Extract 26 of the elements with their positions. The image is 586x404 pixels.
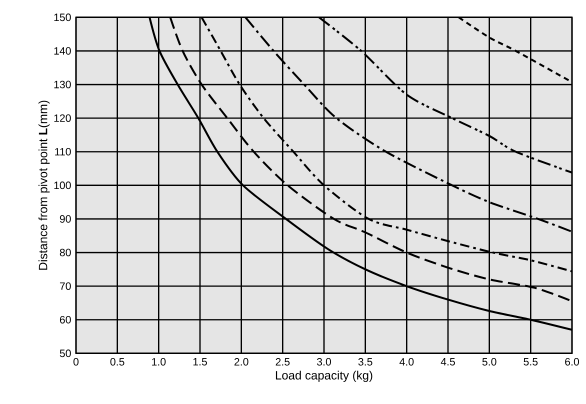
y-tick-label: 140 — [54, 47, 71, 55]
x-tick-label: 4.5 — [440, 358, 455, 366]
x-tick-label: 5.0 — [482, 358, 496, 366]
y-tick-label: 80 — [60, 248, 71, 256]
x-tick-label: 3.0 — [316, 358, 331, 366]
x-tick-label: 4.0 — [400, 358, 414, 366]
x-tick-label: 1.0 — [152, 358, 166, 366]
x-tick-label: 0 — [73, 358, 79, 366]
y-tick-label: 90 — [60, 215, 71, 223]
y-tick-label: 60 — [60, 316, 71, 324]
x-tick-label: 2.5 — [276, 358, 290, 366]
y-tick-label: 130 — [54, 80, 71, 88]
x-tick-label: 1.5 — [193, 358, 207, 366]
x-tick-label: 5.5 — [524, 358, 538, 366]
y-tick-label: 150 — [54, 14, 71, 22]
y-tick-label: 110 — [55, 148, 71, 156]
y-tick-label: 120 — [54, 114, 71, 122]
x-tick-label: 2.0 — [234, 358, 248, 366]
y-axis-title: Distance from pivot point L(mm) — [38, 100, 50, 270]
y-tick-label: 100 — [54, 182, 71, 190]
y-tick-label: 70 — [60, 282, 71, 290]
x-axis-title: Load capacity (kg) — [276, 370, 372, 382]
x-tick-label: 3.5 — [358, 358, 372, 366]
x-tick-label: 6.0 — [565, 358, 579, 366]
x-tick-label: 0.5 — [110, 358, 124, 366]
y-tick-label: 50 — [60, 350, 71, 358]
